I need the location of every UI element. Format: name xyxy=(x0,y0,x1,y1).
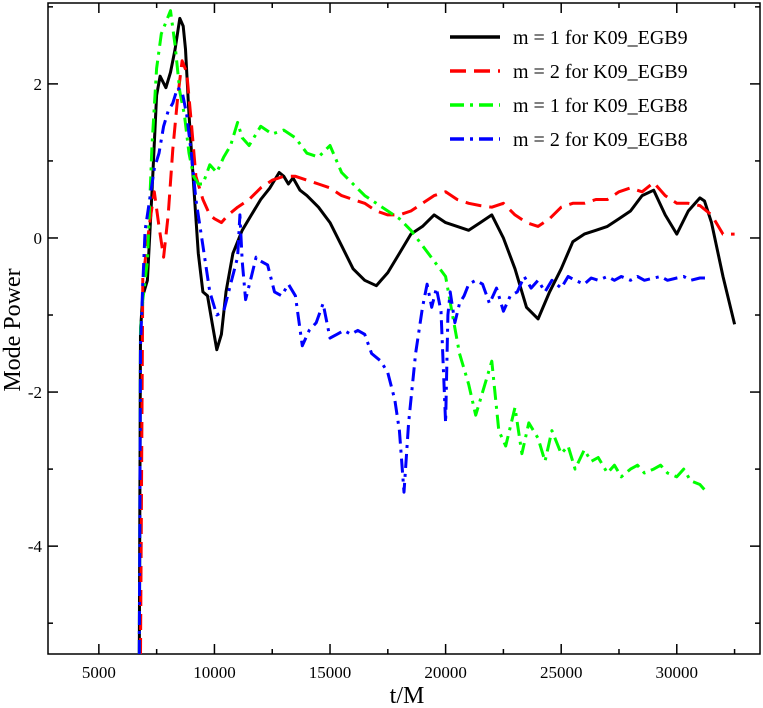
y-tick-label: 0 xyxy=(34,229,43,248)
y-axis-label: Mode Power xyxy=(0,268,26,391)
x-tick-label: 15000 xyxy=(309,663,352,682)
x-tick-label: 20000 xyxy=(424,663,467,682)
series-line-4 xyxy=(137,86,707,655)
y-tick-label: 2 xyxy=(34,75,43,94)
legend-label-4: m = 2 for K09_EGB8 xyxy=(513,129,688,151)
tick-labels: 5000 10000 15000 20000 25000 30000 -4 -2 0 2 xyxy=(28,75,698,682)
legend-label-3: m = 1 for K09_EGB8 xyxy=(513,95,688,117)
x-axis-label: t/M xyxy=(390,683,425,708)
axis-ticks xyxy=(48,3,760,654)
legend-label-2: m = 2 for K09_EGB9 xyxy=(513,61,688,83)
x-tick-label: 25000 xyxy=(540,663,583,682)
y-tick-label: -2 xyxy=(28,383,42,402)
x-tick-label: 30000 xyxy=(656,663,699,682)
series-line-2 xyxy=(139,59,735,655)
legend-label-1: m = 1 for K09_EGB9 xyxy=(513,27,688,49)
series-line-3 xyxy=(137,9,708,655)
series-line-1 xyxy=(137,16,737,655)
series-lines xyxy=(137,9,737,655)
x-tick-label: 5000 xyxy=(82,663,116,682)
x-tick-label: 10000 xyxy=(193,663,236,682)
y-tick-label: -4 xyxy=(28,537,43,556)
